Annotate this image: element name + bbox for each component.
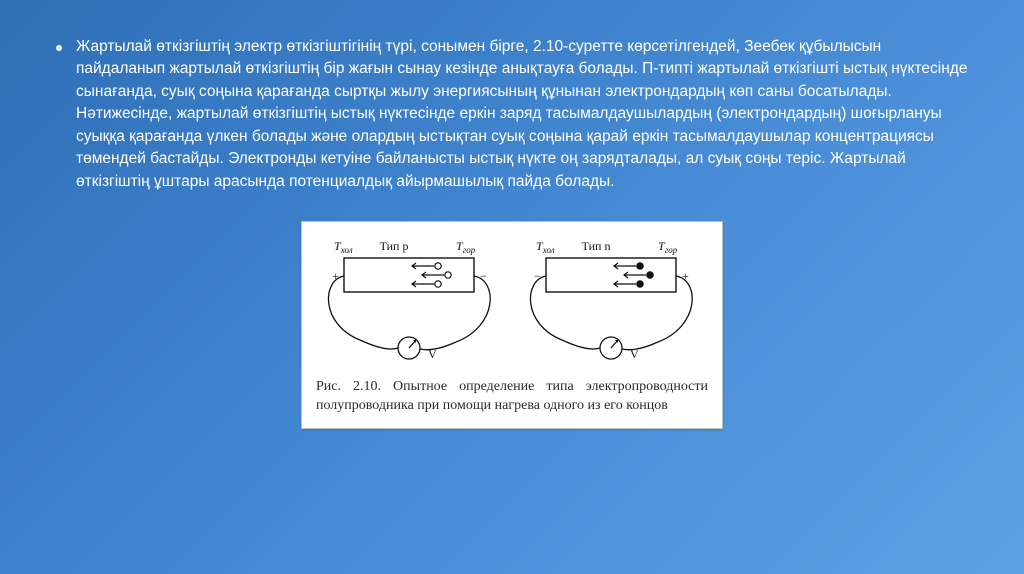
paragraph-text: Жартылай өткізгіштің электр өткізгіштігі… (76, 36, 968, 193)
figure-card: Tхол Тип p Tгор + − (301, 221, 723, 429)
bullet-dot-icon (56, 45, 62, 51)
t-cold-label: Tхол (334, 239, 353, 255)
t-hot-label: Tгор (658, 239, 678, 255)
diagram-type-p: Tхол Тип p Tгор + − (316, 236, 506, 366)
carriers-p (412, 263, 451, 287)
voltmeter-label: V (630, 347, 639, 361)
voltmeter-icon: V (600, 337, 639, 361)
type-label: Тип p (380, 239, 409, 253)
diagram-p-svg: Tхол Тип p Tгор + − (316, 236, 506, 366)
diagram-n-svg: Tхол Тип n Tгор − + (518, 236, 708, 366)
figure-caption: Рис. 2.10. Опытное определение типа элек… (302, 372, 722, 428)
voltmeter-label: V (428, 347, 437, 361)
voltmeter-icon: V (398, 337, 437, 361)
diagram-type-n: Tхол Тип n Tгор − + (518, 236, 708, 366)
bar-rect (344, 258, 474, 292)
diagram-row: Tхол Тип p Tгор + − (302, 222, 722, 372)
t-cold-label: Tхол (536, 239, 555, 255)
figure-container: Tхол Тип p Tгор + − (56, 221, 968, 429)
carriers-n (614, 263, 653, 287)
type-label: Тип n (582, 239, 611, 253)
bullet-block: Жартылай өткізгіштің электр өткізгіштігі… (56, 36, 968, 193)
slide: Жартылай өткізгіштің электр өткізгіштігі… (0, 0, 1024, 574)
t-hot-label: Tгор (456, 239, 476, 255)
bar-rect (546, 258, 676, 292)
